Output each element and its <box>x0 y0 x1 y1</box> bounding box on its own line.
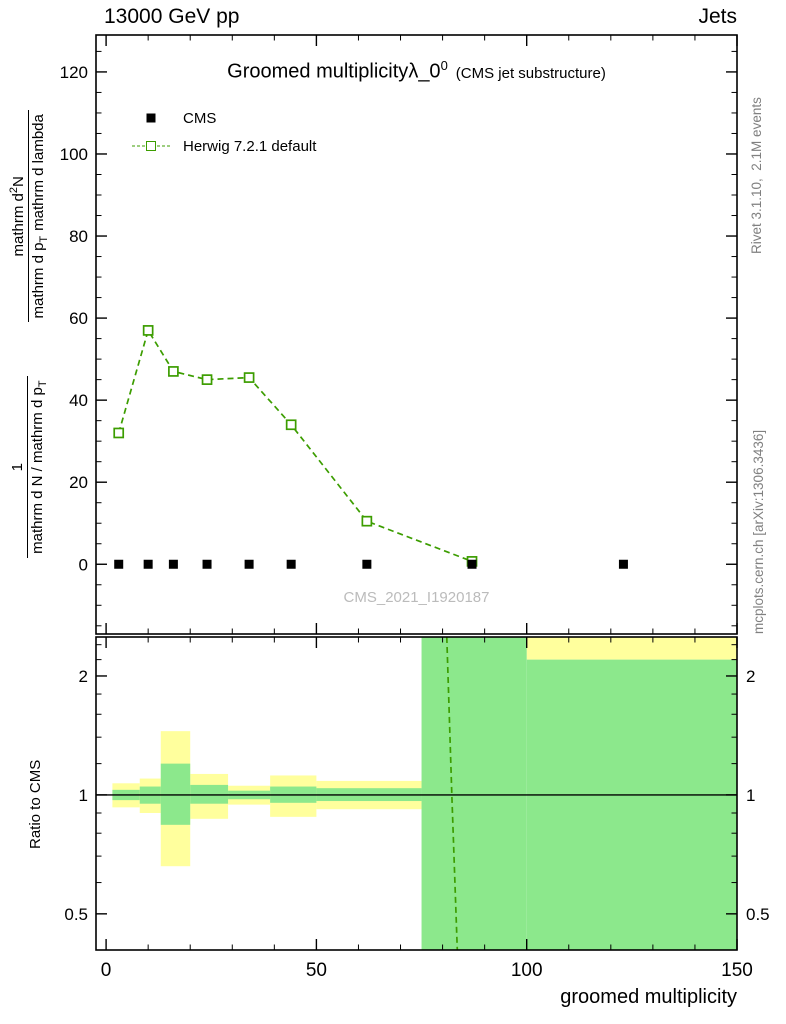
legend: CMS Herwig 7.2.1 default <box>132 104 316 160</box>
svg-text:40: 40 <box>69 391 88 410</box>
plot-title-text: Groomed multiplicity <box>227 60 409 83</box>
svg-text:120: 120 <box>60 63 88 82</box>
ylabel-frac2-denominator: mathrm d pTmathrm d lambda <box>30 114 50 319</box>
cms-marker-icon <box>132 110 170 126</box>
ratio-herwig-line <box>445 636 459 951</box>
plot-title: Groomed multiplicityλ_00 (CMS jet substru… <box>96 58 737 84</box>
ylabel-frac1-numerator: 1 <box>9 376 28 558</box>
analysis-category-label: Jets <box>698 5 737 28</box>
herwig-marker-icon <box>132 138 170 154</box>
svg-text:2: 2 <box>746 667 755 686</box>
svg-text:20: 20 <box>69 473 88 492</box>
x-axis-title: groomed multiplicity <box>560 986 737 1008</box>
ylabel-fraction-2: mathrm d2N mathrm d pTmathrm d lambda <box>8 110 50 323</box>
beam-energy-label: 13000 GeV pp <box>104 5 240 28</box>
analysis-watermark: CMS_2021_I1920187 <box>343 589 490 606</box>
ylabel-fraction-1: 1 mathrm d N / mathrm d pT <box>9 376 49 558</box>
svg-text:100: 100 <box>60 145 88 164</box>
plot-title-superscript: 0 <box>440 58 448 73</box>
mcplots-reference-label: mcplots.cern.ch [arXiv:1306.3436] <box>751 429 766 634</box>
rivet-version-label: Rivet 3.1.10, 2.1M events <box>749 97 764 254</box>
legend-item-cms: CMS <box>132 104 316 132</box>
main-herwig-series <box>113 325 478 567</box>
svg-text:100: 100 <box>511 960 543 981</box>
axis-ticks <box>96 35 738 950</box>
svg-text:150: 150 <box>721 960 753 981</box>
svg-text:0: 0 <box>101 960 112 981</box>
svg-text:50: 50 <box>306 960 327 981</box>
svg-text:0.5: 0.5 <box>64 905 88 924</box>
svg-text:0: 0 <box>79 555 88 574</box>
ratio-uncertainty-bands <box>112 637 737 950</box>
main-y-axis-label: 1 mathrm d N / mathrm d pT mathrm d2N ma… <box>8 36 50 632</box>
panel-frames <box>95 34 738 951</box>
ratio-y-axis-label: Ratio to CMS <box>27 759 44 849</box>
legend-item-herwig: Herwig 7.2.1 default <box>132 132 316 160</box>
legend-label-herwig: Herwig 7.2.1 default <box>183 137 317 155</box>
svg-text:1: 1 <box>79 786 88 805</box>
ylabel-frac2-numerator: mathrm d2N <box>8 110 29 323</box>
svg-text:0.5: 0.5 <box>746 905 770 924</box>
ylabel-frac1-denominator: mathrm d N / mathrm d pT <box>29 380 49 554</box>
plot-title-subtitle: (CMS jet substructure) <box>455 64 606 82</box>
svg-text:1: 1 <box>746 786 755 805</box>
svg-text:80: 80 <box>69 227 88 246</box>
main-cms-series <box>114 559 628 569</box>
legend-label-cms: CMS <box>183 109 217 127</box>
svg-text:2: 2 <box>79 667 88 686</box>
svg-text:60: 60 <box>69 309 88 328</box>
plot-title-lambda: λ_0 <box>408 60 441 83</box>
